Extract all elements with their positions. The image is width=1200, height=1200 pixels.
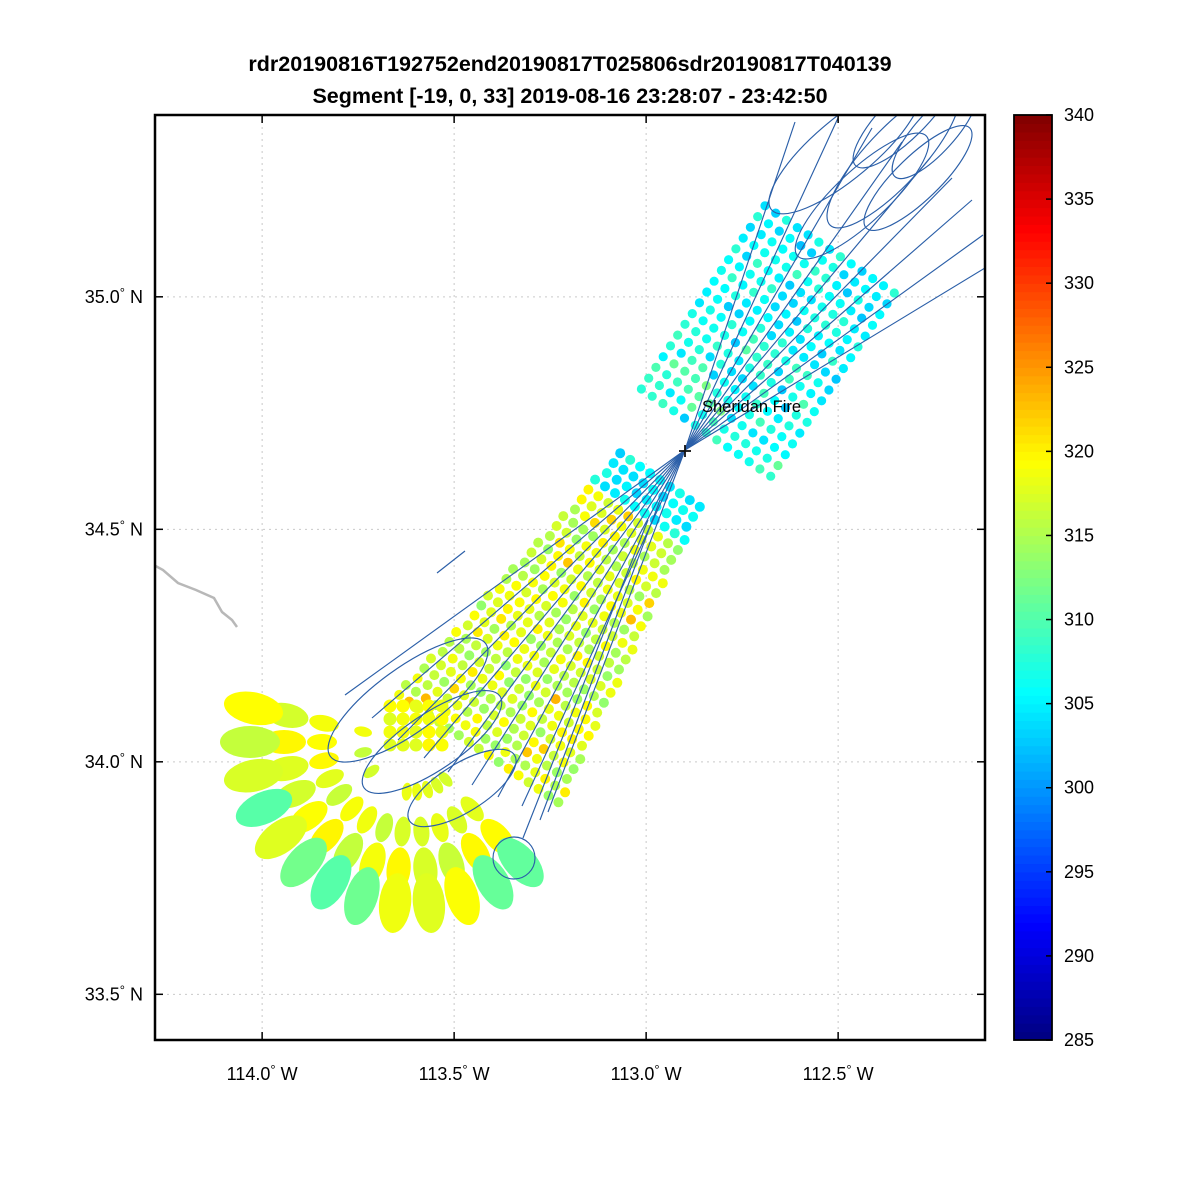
colorbar-tick-label: 285 xyxy=(1064,1030,1094,1050)
y-axis-tick-label: 34.5° N xyxy=(85,517,143,539)
x-axis-tick-label: 114.0° W xyxy=(227,1062,298,1084)
colorbar-tick-label: 295 xyxy=(1064,862,1094,882)
coastline-fragment xyxy=(155,564,239,628)
y-axis-tick-label: 34.0° N xyxy=(85,750,143,772)
flight-track-loop xyxy=(768,115,922,215)
colorbar-tick-label: 340 xyxy=(1064,105,1094,125)
colorbar-tick-label: 325 xyxy=(1064,357,1094,377)
colorbar-tick-label: 335 xyxy=(1064,189,1094,209)
y-axis-tick-label: 35.0° N xyxy=(85,285,143,307)
flight-track-teardrop xyxy=(492,836,536,880)
figure-title-line-2: Segment [-19, 0, 33] 2019-08-16 23:28:07… xyxy=(312,84,828,108)
fire-marker xyxy=(679,445,691,457)
flight-track-loop xyxy=(863,124,973,232)
colorbar-tick-label: 290 xyxy=(1064,946,1094,966)
axes-box xyxy=(153,113,987,1042)
figure-title-line-1: rdr20190816T192752end20190817T025806sdr2… xyxy=(248,52,892,76)
flight-track-loop xyxy=(407,748,517,828)
flight-track-loop xyxy=(852,115,958,169)
x-axis-tick-label: 112.5° W xyxy=(803,1062,874,1084)
colorbar-tick-label: 305 xyxy=(1064,694,1094,714)
y-axis-tick-label: 33.5° N xyxy=(85,982,143,1004)
x-axis-tick-label: 113.0° W xyxy=(611,1062,682,1084)
colorbar-tick-label: 330 xyxy=(1064,273,1094,293)
x-axis-tick-label: 113.5° W xyxy=(419,1062,490,1084)
colorbar-tick-label: 300 xyxy=(1064,778,1094,798)
colorbar-frame xyxy=(1013,114,1053,1041)
flight-track-loop xyxy=(794,132,930,260)
flight-track-loop xyxy=(826,115,960,229)
colorbar-tick-label: 320 xyxy=(1064,441,1094,461)
fire-label: Sheridan Fire xyxy=(702,398,801,416)
axis-ticks xyxy=(155,115,985,1040)
flight-track-loop xyxy=(327,637,489,763)
colorbar-tick-label: 310 xyxy=(1064,610,1094,630)
flight-track-loop xyxy=(361,690,503,794)
flight-track-loop xyxy=(891,115,979,180)
colorbar: 285 290 295 300 305 310 315 320 325 330 335 340 xyxy=(1013,105,1094,1050)
colorbar-tick-label: 315 xyxy=(1064,525,1094,545)
